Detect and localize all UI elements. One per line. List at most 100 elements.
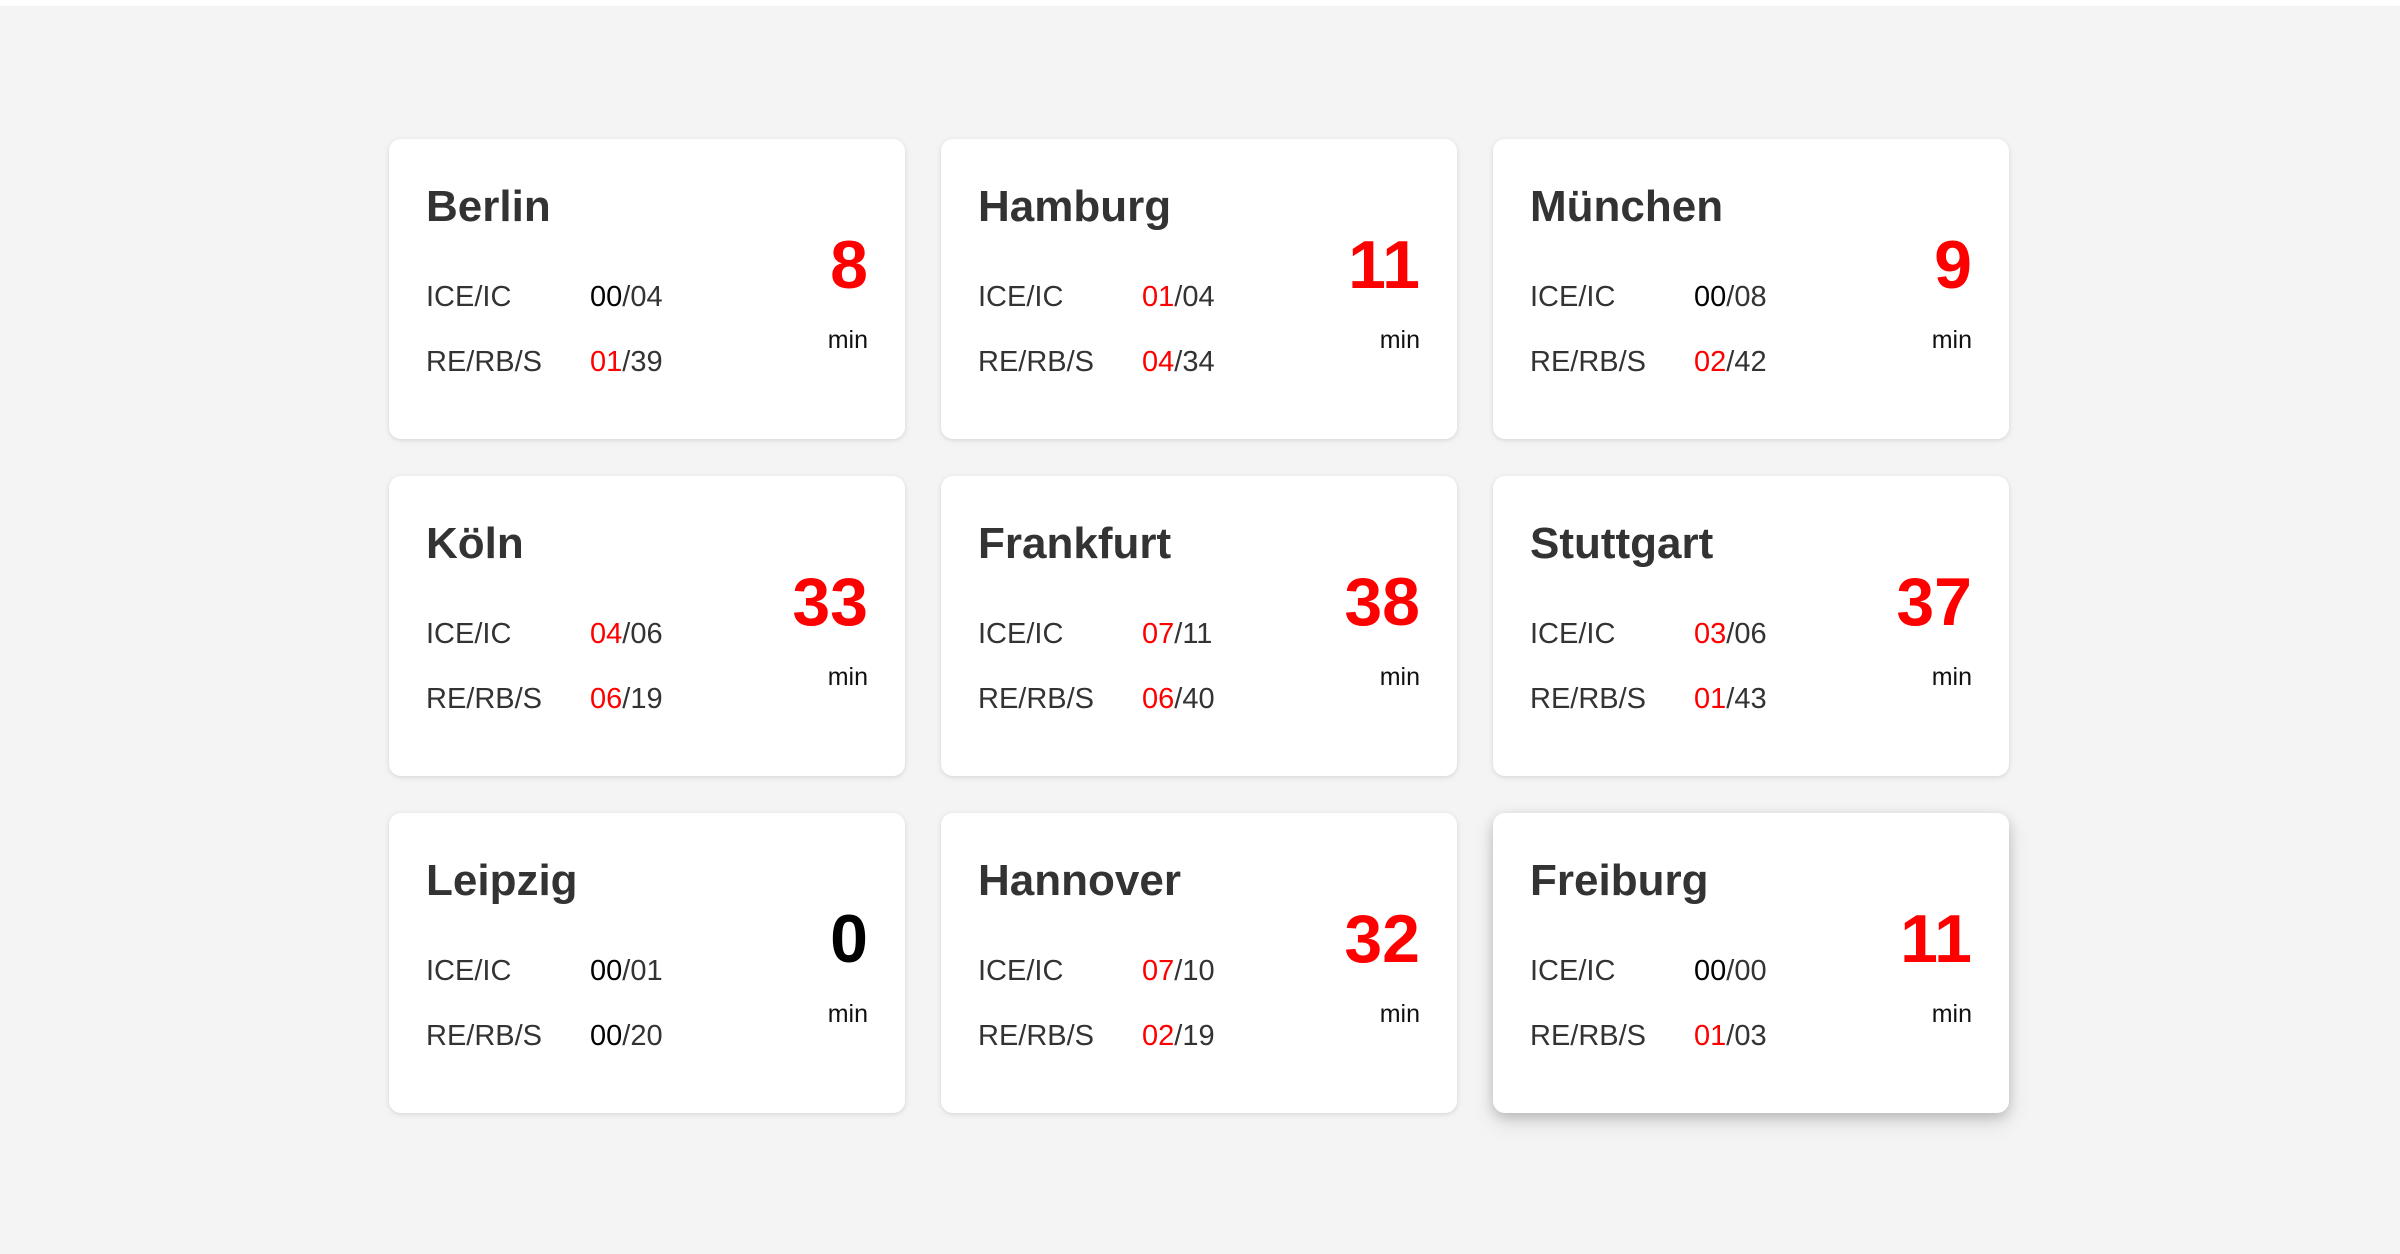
count-separator: /: [1174, 281, 1183, 313]
station-card-leipzig[interactable]: Leipzig ICE/IC 00/01 RE/RB/S 00/20 0 min: [389, 813, 905, 1113]
count-separator: /: [1726, 346, 1735, 378]
ice-ic-row: ICE/IC 04/06: [426, 620, 663, 649]
city-name: Köln: [426, 519, 524, 568]
delay-unit: min: [1931, 326, 1972, 354]
re-rb-s-row: RE/RB/S 01/39: [426, 348, 663, 377]
train-type-label: ICE/IC: [1530, 281, 1616, 313]
count-separator: /: [622, 281, 631, 313]
total-count: 11: [1182, 618, 1213, 650]
delayed-count: 01: [1694, 1020, 1727, 1052]
delayed-count: 07: [1142, 618, 1175, 650]
re-rb-s-row: RE/RB/S 00/20: [426, 1022, 663, 1051]
train-type-label: RE/RB/S: [426, 346, 543, 378]
train-type-label: RE/RB/S: [1530, 346, 1647, 378]
delayed-count: 06: [590, 683, 623, 715]
re-rb-s-row: RE/RB/S 01/03: [1530, 1022, 1767, 1051]
ice-ic-row: ICE/IC 00/01: [426, 957, 663, 986]
train-type-label: RE/RB/S: [426, 683, 543, 715]
delayed-count: 02: [1694, 346, 1727, 378]
station-grid: Berlin ICE/IC 00/04 RE/RB/S 01/39 8 min Ha…: [389, 139, 2009, 1113]
re-rb-s-row: RE/RB/S 02/19: [978, 1022, 1215, 1051]
re-rb-s-row: RE/RB/S 06/40: [978, 685, 1215, 714]
train-type-label: ICE/IC: [978, 618, 1064, 650]
re-rb-s-row: RE/RB/S 04/34: [978, 348, 1215, 377]
delay-unit: min: [827, 1000, 868, 1028]
train-type-label: RE/RB/S: [978, 683, 1095, 715]
delay-unit: min: [1931, 663, 1972, 691]
train-type-label: ICE/IC: [426, 955, 512, 987]
ice-ic-row: ICE/IC 01/04: [978, 283, 1215, 312]
delayed-count: 00: [590, 1020, 623, 1052]
total-count: 06: [1734, 618, 1767, 650]
city-name: München: [1530, 182, 1724, 231]
delayed-count: 00: [1694, 281, 1727, 313]
city-name: Freiburg: [1530, 856, 1709, 905]
total-count: 03: [1734, 1020, 1767, 1052]
re-rb-s-row: RE/RB/S 02/42: [1530, 348, 1767, 377]
ice-ic-row: ICE/IC 00/08: [1530, 283, 1767, 312]
total-count: 40: [1182, 683, 1215, 715]
count-separator: /: [1174, 1020, 1183, 1052]
total-count: 04: [1182, 281, 1215, 313]
total-count: 01: [630, 955, 663, 987]
delay-unit: min: [1379, 326, 1420, 354]
average-delay-value: 38: [1344, 564, 1420, 640]
count-separator: /: [622, 618, 631, 650]
average-delay-value: 33: [792, 564, 868, 640]
delay-unit: min: [1379, 663, 1420, 691]
delay-unit: min: [827, 326, 868, 354]
station-card-stuttgart[interactable]: Stuttgart ICE/IC 03/06 RE/RB/S 01/43 37 mi…: [1493, 476, 2009, 776]
count-separator: /: [1174, 346, 1183, 378]
average-delay-value: 11: [1348, 227, 1420, 303]
count-separator: /: [622, 955, 631, 987]
city-name: Berlin: [426, 182, 551, 231]
delayed-count: 01: [1142, 281, 1175, 313]
total-count: 00: [1734, 955, 1767, 987]
city-name: Hannover: [978, 856, 1181, 905]
delayed-count: 01: [590, 346, 623, 378]
train-type-label: ICE/IC: [1530, 618, 1616, 650]
total-count: 43: [1734, 683, 1767, 715]
re-rb-s-row: RE/RB/S 06/19: [426, 685, 663, 714]
total-count: 34: [1182, 346, 1215, 378]
delayed-count: 00: [1694, 955, 1727, 987]
train-type-label: RE/RB/S: [978, 1020, 1095, 1052]
re-rb-s-row: RE/RB/S 01/43: [1530, 685, 1767, 714]
count-separator: /: [1174, 683, 1183, 715]
city-name: Frankfurt: [978, 519, 1172, 568]
count-separator: /: [1174, 955, 1183, 987]
ice-ic-row: ICE/IC 00/00: [1530, 957, 1767, 986]
average-delay-value: 11: [1900, 901, 1972, 977]
station-card-muenchen[interactable]: München ICE/IC 00/08 RE/RB/S 02/42 9 min: [1493, 139, 2009, 439]
train-type-label: RE/RB/S: [426, 1020, 543, 1052]
delayed-count: 02: [1142, 1020, 1175, 1052]
total-count: 08: [1734, 281, 1767, 313]
delayed-count: 00: [590, 955, 623, 987]
station-card-hannover[interactable]: Hannover ICE/IC 07/10 RE/RB/S 02/19 32 min: [941, 813, 1457, 1113]
delay-unit: min: [827, 663, 868, 691]
count-separator: /: [1174, 618, 1183, 650]
average-delay-value: 32: [1344, 901, 1420, 977]
train-type-label: ICE/IC: [978, 955, 1064, 987]
train-type-label: ICE/IC: [978, 281, 1064, 313]
count-separator: /: [1726, 1020, 1735, 1052]
total-count: 19: [1182, 1020, 1215, 1052]
station-card-hamburg[interactable]: Hamburg ICE/IC 01/04 RE/RB/S 04/34 11 min: [941, 139, 1457, 439]
count-separator: /: [1726, 281, 1735, 313]
average-delay-value: 8: [830, 227, 868, 303]
ice-ic-row: ICE/IC 03/06: [1530, 620, 1767, 649]
station-card-berlin[interactable]: Berlin ICE/IC 00/04 RE/RB/S 01/39 8 min: [389, 139, 905, 439]
delayed-count: 01: [1694, 683, 1727, 715]
delayed-count: 04: [590, 618, 623, 650]
station-card-freiburg[interactable]: Freiburg ICE/IC 00/00 RE/RB/S 01/03 11 min: [1493, 813, 2009, 1113]
top-bar: [0, 0, 2400, 6]
station-card-frankfurt[interactable]: Frankfurt ICE/IC 07/11 RE/RB/S 06/40 38 mi…: [941, 476, 1457, 776]
total-count: 39: [630, 346, 663, 378]
delayed-count: 03: [1694, 618, 1727, 650]
total-count: 06: [630, 618, 663, 650]
count-separator: /: [622, 346, 631, 378]
total-count: 04: [630, 281, 663, 313]
ice-ic-row: ICE/IC 00/04: [426, 283, 663, 312]
station-card-koeln[interactable]: Köln ICE/IC 04/06 RE/RB/S 06/19 33 min: [389, 476, 905, 776]
ice-ic-row: ICE/IC 07/11: [978, 620, 1212, 649]
